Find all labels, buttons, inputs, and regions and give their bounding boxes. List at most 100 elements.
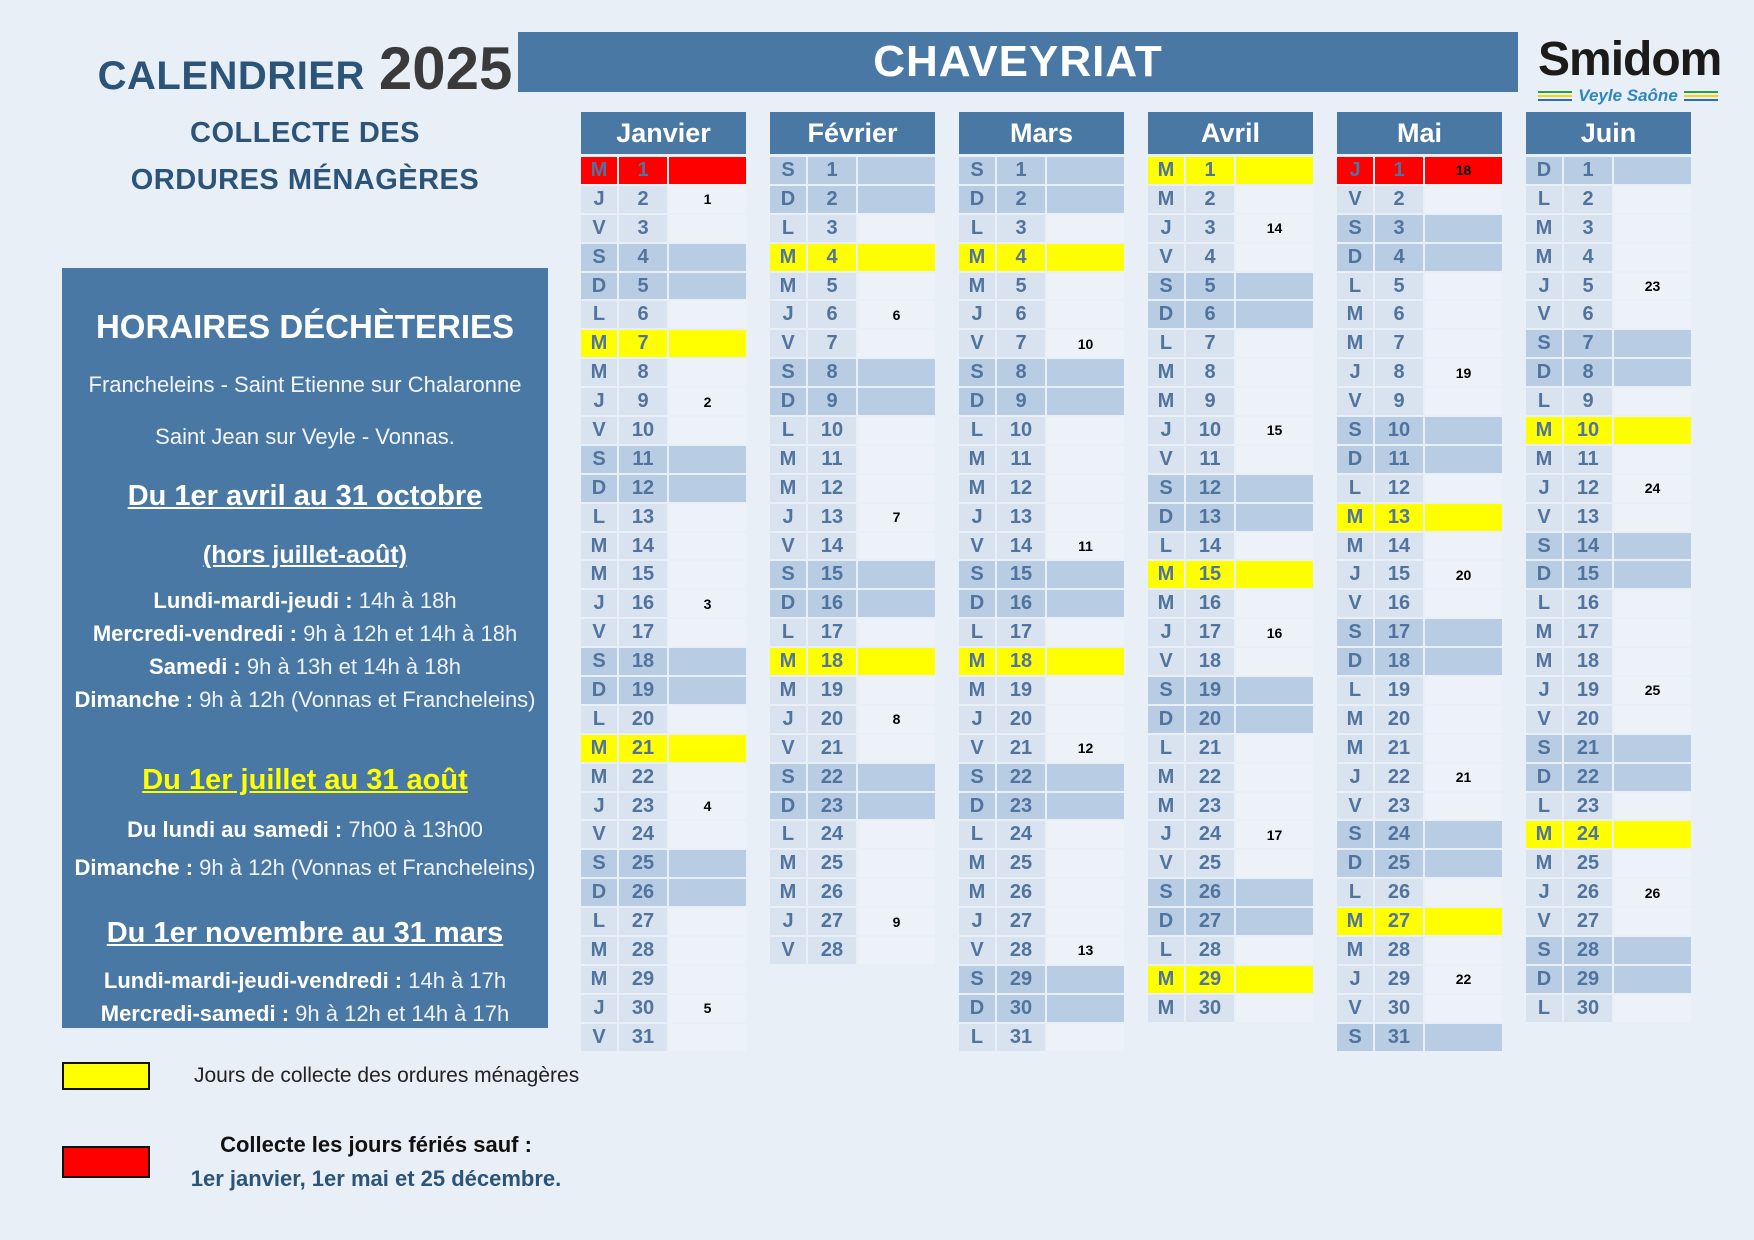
mai-day-20: M 20 <box>1337 705 1502 733</box>
janvier-day-31: V 31 <box>581 1023 746 1051</box>
day-letter: M <box>770 648 806 676</box>
mai-day-29: J 29 22 <box>1337 965 1502 993</box>
mai-day-26: L 26 <box>1337 879 1502 907</box>
janvier-day-12: D 12 <box>581 474 746 502</box>
day-letter: M <box>1337 705 1373 733</box>
day-number: 1 <box>997 157 1045 184</box>
week-number <box>1614 561 1691 589</box>
day-letter: D <box>1337 243 1373 271</box>
day-number: 7 <box>1375 330 1423 358</box>
mai-day-23: V 23 <box>1337 792 1502 820</box>
day-number: 15 <box>997 561 1045 589</box>
day-number: 24 <box>1564 821 1612 849</box>
day-letter: V <box>1526 503 1562 531</box>
day-letter: M <box>1526 648 1562 676</box>
mars-day-16: D 16 <box>959 590 1124 618</box>
day-number: 4 <box>1564 243 1612 271</box>
avril-day-3: J 3 14 <box>1148 214 1313 242</box>
day-number: 7 <box>997 330 1045 358</box>
mars-day-14: V 14 11 <box>959 532 1124 560</box>
day-letter: V <box>770 330 806 358</box>
day-number: 28 <box>997 937 1045 964</box>
week-number: 21 <box>1425 763 1502 791</box>
avril-day-10: J 10 15 <box>1148 417 1313 444</box>
mai-day-25: D 25 <box>1337 850 1502 878</box>
day-number: 20 <box>1375 705 1423 733</box>
day-letter: L <box>959 417 995 444</box>
day-number: 23 <box>619 792 667 820</box>
day-letter: M <box>1337 532 1373 560</box>
week-number <box>669 850 746 878</box>
week-number <box>1236 937 1313 964</box>
logo-tagline-row: Veyle Saône <box>1538 86 1719 106</box>
day-number: 14 <box>1564 532 1612 560</box>
day-letter: V <box>959 734 995 762</box>
month-header-juin: Juin <box>1526 112 1691 154</box>
day-letter: M <box>1148 590 1184 618</box>
day-number: 19 <box>1375 677 1423 704</box>
day-number: 2 <box>1375 185 1423 213</box>
week-number <box>669 879 746 907</box>
day-letter: J <box>1337 157 1373 184</box>
fevrier-day-15: S 15 <box>770 561 935 589</box>
day-number: 12 <box>1564 474 1612 502</box>
day-letter: L <box>581 705 617 733</box>
week-number <box>1614 648 1691 676</box>
week-number <box>669 1023 746 1051</box>
day-number: 1 <box>1564 157 1612 184</box>
week-number <box>1614 850 1691 878</box>
week-number <box>1614 705 1691 733</box>
day-number: 22 <box>997 763 1045 791</box>
day-number: 16 <box>808 590 856 618</box>
day-number: 23 <box>1186 792 1234 820</box>
day-letter: J <box>1148 821 1184 849</box>
day-letter: L <box>1148 937 1184 964</box>
day-number: 31 <box>619 1023 667 1051</box>
week-number: 9 <box>858 908 935 936</box>
week-number <box>1047 705 1124 733</box>
week-number <box>1236 879 1313 907</box>
day-number: 6 <box>808 301 856 329</box>
day-letter: L <box>1337 879 1373 907</box>
horaires-period-3: Du 1er novembre au 31 mars Lundi-mardi-je… <box>62 917 548 1030</box>
day-letter: V <box>1526 908 1562 936</box>
day-number: 29 <box>1186 965 1234 993</box>
day-number: 18 <box>1186 648 1234 676</box>
week-number <box>1614 185 1691 213</box>
day-number: 11 <box>1186 445 1234 473</box>
week-number <box>1236 965 1313 993</box>
day-letter: D <box>1148 908 1184 936</box>
week-number <box>669 763 746 791</box>
week-number <box>1614 330 1691 358</box>
avril-day-18: V 18 <box>1148 648 1313 676</box>
day-number: 8 <box>808 359 856 387</box>
day-letter: M <box>959 474 995 502</box>
day-number: 15 <box>619 561 667 589</box>
day-number: 8 <box>1375 359 1423 387</box>
day-letter: M <box>581 763 617 791</box>
week-number <box>1047 879 1124 907</box>
day-letter: D <box>581 677 617 704</box>
day-letter: D <box>1526 157 1562 184</box>
legend-holidays: Collecte les jours fériés sauf : 1er jan… <box>62 1132 566 1192</box>
logo-tagline: Veyle Saône <box>1578 86 1678 105</box>
week-number: 2 <box>669 388 746 416</box>
day-number: 18 <box>1564 648 1612 676</box>
mars-day-30: D 30 <box>959 994 1124 1022</box>
horaires-line-label: Mercredi-samedi : <box>100 1001 290 1026</box>
red-legend-detail: 1er janvier, 1er mai et 25 décembre. <box>190 1166 562 1191</box>
week-number <box>858 474 935 502</box>
day-letter: D <box>1526 359 1562 387</box>
week-number <box>669 474 746 502</box>
day-letter: M <box>770 677 806 704</box>
day-number: 2 <box>808 185 856 213</box>
day-letter: L <box>1526 388 1562 416</box>
day-letter: J <box>770 301 806 329</box>
